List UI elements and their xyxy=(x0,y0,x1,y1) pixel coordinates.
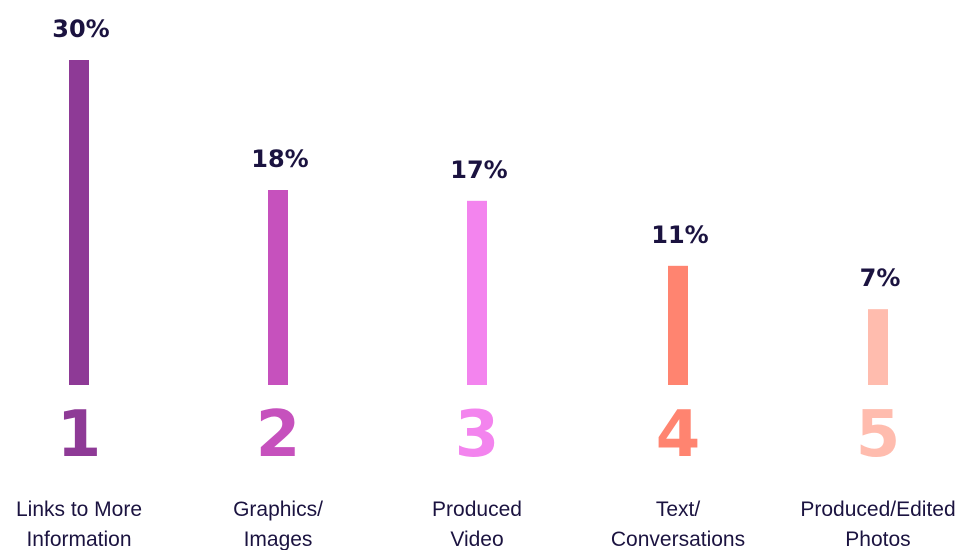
category-label-line: Conversations xyxy=(611,528,745,550)
category-label-line: Links to More xyxy=(16,498,142,521)
value-label-3: 17% xyxy=(450,156,507,184)
rank-number-2: 2 xyxy=(256,398,301,472)
bar-2 xyxy=(268,190,288,385)
rank-number-4: 4 xyxy=(656,398,701,472)
category-label-line: Produced/Edited xyxy=(800,498,955,521)
bar-3 xyxy=(467,200,487,385)
value-label-5: 7% xyxy=(860,264,901,292)
bar-5 xyxy=(868,309,888,385)
category-label-1: Links to More Information xyxy=(16,498,142,550)
value-label-4: 11% xyxy=(651,221,708,249)
category-label-5: Produced/Edited Photos xyxy=(800,498,955,550)
category-label-line: Text/ xyxy=(656,498,701,521)
category-label-3: Produced Video xyxy=(432,498,522,550)
category-label-line: Information xyxy=(26,528,131,550)
value-label-1: 30% xyxy=(52,15,109,43)
category-label-line: Photos xyxy=(845,528,910,550)
rank-number-3: 3 xyxy=(455,398,500,472)
category-label-2: Graphics/Images xyxy=(233,498,323,550)
rank-number-5: 5 xyxy=(856,398,901,472)
bar-1 xyxy=(69,60,89,385)
category-label-line: Produced xyxy=(432,498,522,521)
rank-number-1: 1 xyxy=(57,398,102,472)
category-label-line: Graphics/ xyxy=(233,498,323,521)
category-label-4: Text/Conversations xyxy=(611,498,745,550)
bar-4 xyxy=(668,265,688,385)
category-label-line: Video xyxy=(450,528,503,550)
value-label-2: 18% xyxy=(251,145,308,173)
category-label-line: Images xyxy=(244,528,313,550)
